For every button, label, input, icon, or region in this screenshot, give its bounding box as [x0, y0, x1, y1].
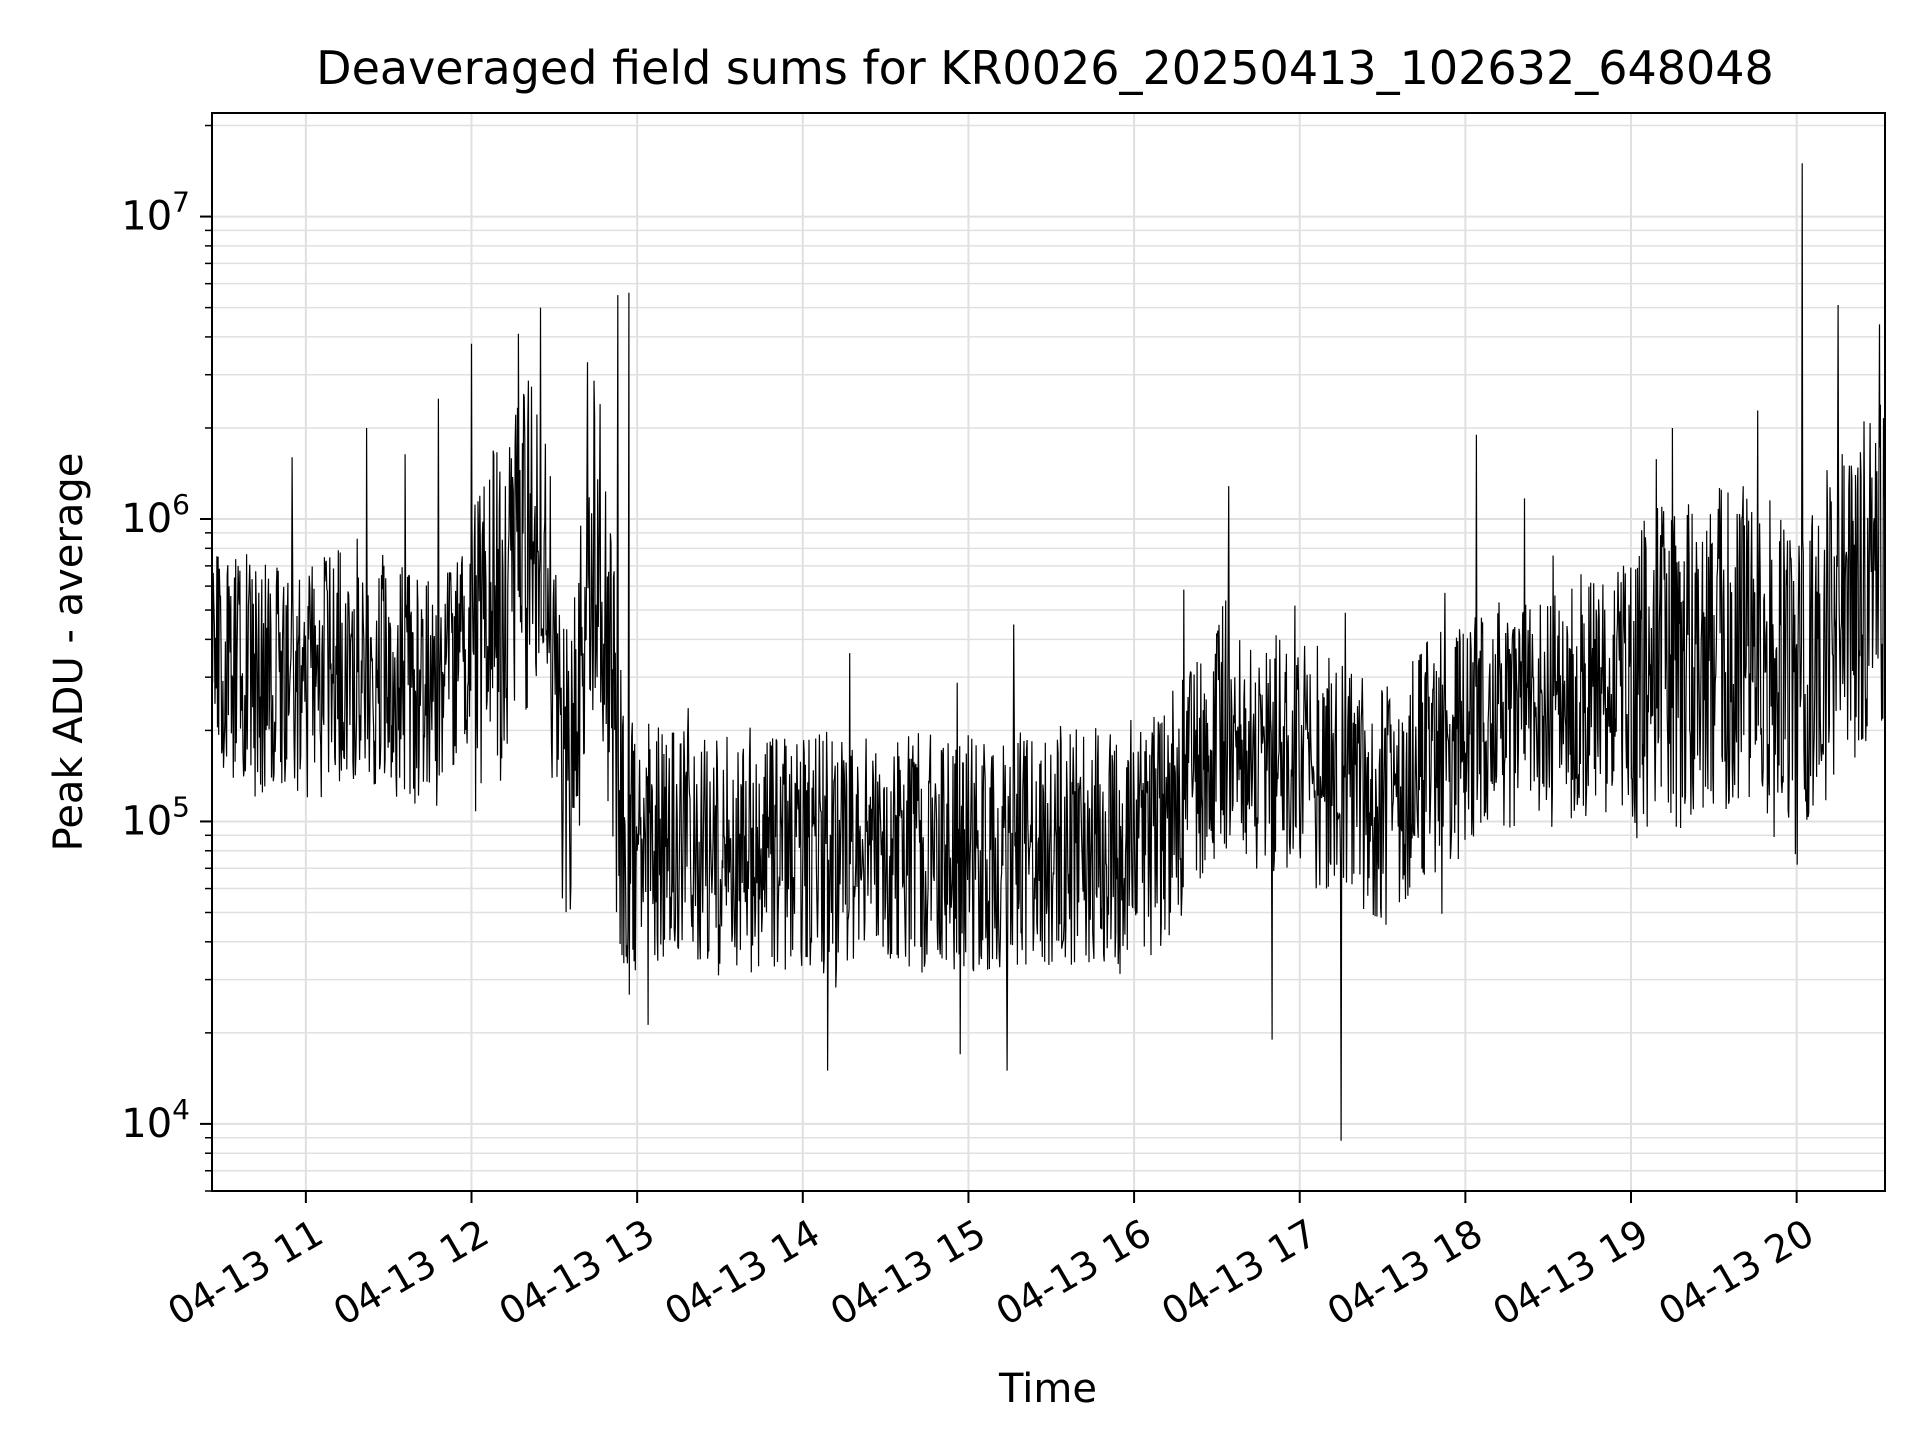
y-axis: 104 105 106 107: [121, 124, 212, 1192]
y-tick-label: 104: [121, 1093, 190, 1147]
plot-frame: [211, 112, 1886, 1192]
chart-title: Deaveraged field sums for KR0026_2025041…: [316, 41, 1774, 95]
series-line: [211, 163, 1886, 1141]
x-axis-label: Time: [998, 1366, 1097, 1412]
y-tick-label: 105: [121, 790, 190, 844]
y-tick-label: 107: [121, 186, 190, 240]
y-tick-label: 106: [121, 488, 190, 542]
data-layer: [211, 163, 1886, 1141]
y-axis-label: Peak ADU - average: [46, 453, 92, 852]
